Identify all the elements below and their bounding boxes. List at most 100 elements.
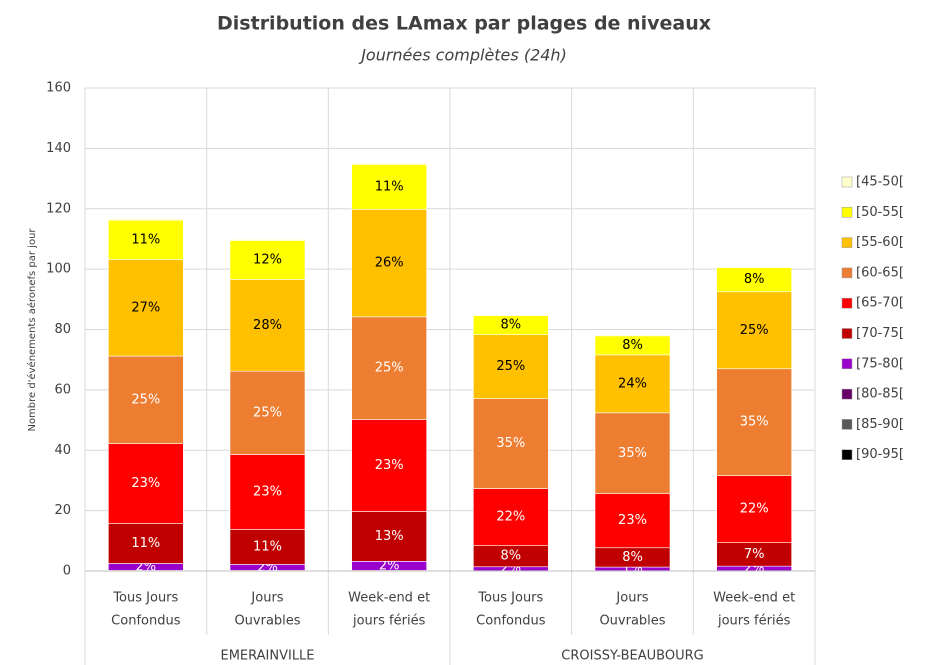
bar-segment xyxy=(473,398,549,489)
x-tick-label: Ouvrables xyxy=(599,614,665,629)
data-label: 35% xyxy=(496,436,525,451)
legend-label: [55-60[ xyxy=(856,235,904,250)
data-label: 8% xyxy=(501,549,522,564)
y-tick-label: 20 xyxy=(54,503,71,518)
bar-segment xyxy=(351,511,427,562)
group-label: CROISSY-BEAUBOURG xyxy=(561,649,703,664)
data-label: 25% xyxy=(253,405,282,420)
bar-segment xyxy=(473,488,549,546)
y-axis-label: Nombre d'événements aéronefs par jour xyxy=(26,228,38,432)
data-label: 8% xyxy=(622,550,643,565)
data-label: 8% xyxy=(622,338,643,353)
data-label: 35% xyxy=(740,415,769,430)
legend-swatch xyxy=(841,419,853,430)
legend-swatch xyxy=(841,207,853,218)
x-tick-label: Week-end et xyxy=(348,591,430,606)
x-tick-label: jours fériés xyxy=(717,614,791,629)
x-tick-label: jours fériés xyxy=(352,614,426,629)
data-label: 23% xyxy=(131,476,160,491)
x-tick-label: Confondus xyxy=(111,614,181,629)
data-label: 2% xyxy=(379,558,400,573)
legend-label: [60-65[ xyxy=(856,265,904,280)
data-label: 25% xyxy=(375,361,404,376)
data-label: 22% xyxy=(740,502,769,517)
bar-segment xyxy=(351,162,427,165)
bar-segment xyxy=(229,370,306,455)
bar-segment xyxy=(229,529,306,565)
x-tick-label: Week-end et xyxy=(713,591,795,606)
group-label: EMERAINVILLE xyxy=(220,649,314,664)
x-tick-label: Confondus xyxy=(476,614,546,629)
legend-label: [85-90[ xyxy=(856,417,904,432)
legend-swatch xyxy=(841,237,853,248)
data-label: 25% xyxy=(496,359,525,374)
data-label: 12% xyxy=(253,252,282,267)
legend-swatch xyxy=(841,358,853,370)
bar-segment xyxy=(108,219,184,260)
x-tick-label: Tous Jours xyxy=(112,591,178,606)
legend-swatch xyxy=(841,388,853,400)
legend-swatch xyxy=(841,328,853,339)
data-label: 23% xyxy=(618,513,647,528)
data-label: 26% xyxy=(375,256,404,271)
y-tick-label: 120 xyxy=(46,201,71,216)
x-tick-label: Jours xyxy=(250,591,283,606)
data-label: 23% xyxy=(253,484,282,499)
bar-segment xyxy=(594,354,671,414)
data-label: 11% xyxy=(131,232,160,247)
bar-segment xyxy=(716,266,792,268)
data-label: 23% xyxy=(375,458,404,473)
data-label: 8% xyxy=(501,318,522,333)
bar-segment xyxy=(594,493,671,549)
bar-segment xyxy=(108,443,184,524)
y-tick-label: 160 xyxy=(46,81,71,96)
data-label: 25% xyxy=(740,323,769,338)
data-label: 28% xyxy=(253,318,282,333)
data-label: 11% xyxy=(375,179,404,194)
legend-label: [50-55[ xyxy=(856,205,904,220)
chart-title: Distribution des LAmax par plages de niv… xyxy=(217,13,711,35)
y-tick-label: 0 xyxy=(63,564,71,579)
bar-segment xyxy=(351,164,427,210)
bar-segment xyxy=(229,279,306,372)
legend-label: [70-75[ xyxy=(856,326,904,341)
data-label: 24% xyxy=(618,376,647,391)
bar-segment xyxy=(716,368,792,476)
legend-label: [65-70[ xyxy=(856,296,904,311)
legend-label: [75-80[ xyxy=(856,356,904,371)
y-tick-label: 40 xyxy=(54,443,71,458)
y-tick-label: 140 xyxy=(46,141,71,156)
data-label: 11% xyxy=(253,539,282,554)
bar-segment xyxy=(351,419,427,512)
y-tick-label: 80 xyxy=(54,322,71,337)
chart-subtitle: Journées complètes (24h) xyxy=(358,46,567,65)
data-label: 25% xyxy=(131,392,160,407)
data-label: 11% xyxy=(131,536,160,551)
bar-segment xyxy=(716,475,792,543)
data-label: 35% xyxy=(618,446,647,461)
x-tick-label: Jours xyxy=(615,591,648,606)
y-tick-label: 100 xyxy=(46,262,71,277)
bar-segment xyxy=(473,334,549,399)
legend-label: [45-50[ xyxy=(856,175,904,190)
bar-segment xyxy=(229,240,306,280)
y-tick-label: 60 xyxy=(54,382,71,397)
bar-segment xyxy=(351,209,427,318)
bar-segment xyxy=(229,454,306,530)
bar-segment xyxy=(229,238,306,241)
data-label: 13% xyxy=(375,529,404,544)
data-label: 7% xyxy=(744,547,765,562)
legend-label: [80-85[ xyxy=(856,387,904,402)
bar-segment xyxy=(473,314,549,316)
x-tick-label: Tous Jours xyxy=(477,591,543,606)
legend-swatch xyxy=(841,176,853,188)
bar-segment xyxy=(108,218,184,221)
data-label: 22% xyxy=(496,510,525,525)
bar-segment xyxy=(351,316,427,420)
bar-segment xyxy=(594,412,671,495)
bar-segment xyxy=(108,355,184,444)
legend-swatch xyxy=(841,267,853,279)
bar-segment xyxy=(716,267,792,293)
